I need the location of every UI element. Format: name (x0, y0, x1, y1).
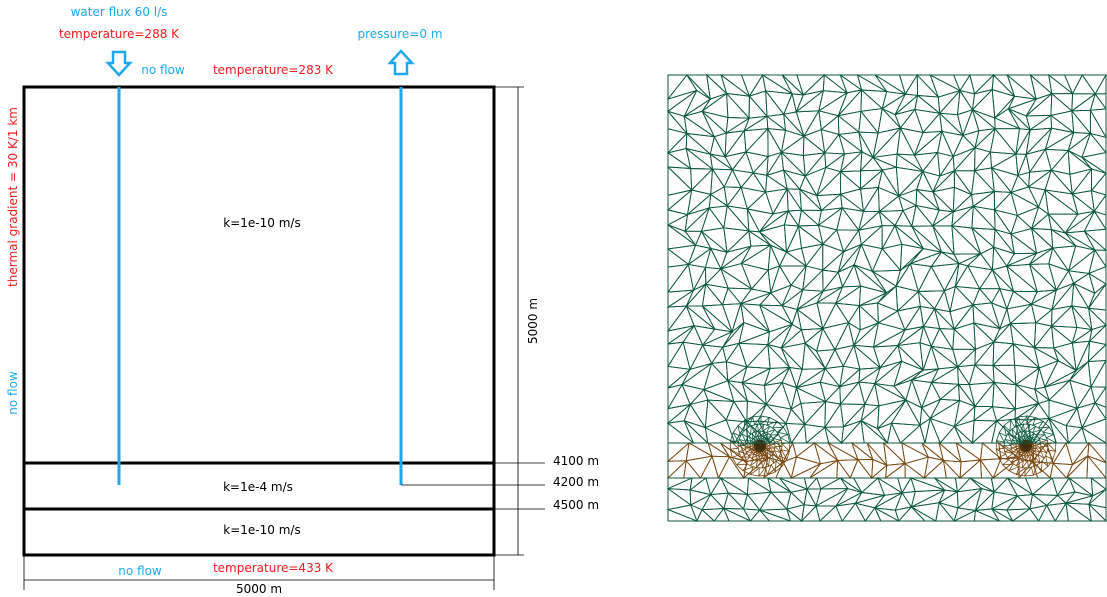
depth-4500-label: 4500 m (553, 498, 599, 512)
height-dimension-label: 5000 m (526, 298, 540, 344)
inlet-temperature-label: temperature=288 K (59, 27, 180, 41)
well-refinement-core (754, 440, 766, 452)
top-no-flow-label: no flow (141, 63, 185, 77)
aquifer-permeability: k=1e-4 m/s (223, 480, 293, 494)
depth-4200-label: 4200 m (553, 475, 599, 489)
left-no-flow-label: no flow (6, 371, 20, 415)
pressure-label: pressure=0 m (357, 27, 442, 41)
width-dimension-label: 5000 m (236, 582, 282, 596)
bottom-no-flow-label: no flow (118, 564, 162, 578)
water-flux-label: water flux 60 l/s (71, 5, 168, 19)
upper-layer-permeability: k=1e-10 m/s (223, 216, 300, 230)
domain-schematic: water flux 60 l/s temperature=288 K no f… (6, 5, 599, 596)
top-temperature-label: temperature=283 K (213, 63, 334, 77)
lower-layer-permeability: k=1e-10 m/s (223, 523, 300, 537)
finite-element-mesh (668, 75, 1107, 522)
well-refinement-core (1020, 440, 1032, 452)
thermal-gradient-label: thermal gradient = 30 K/1 km (6, 107, 20, 287)
arrow-down-icon (108, 52, 130, 75)
depth-4100-label: 4100 m (553, 454, 599, 468)
bottom-temperature-label: temperature=433 K (213, 561, 334, 575)
arrow-up-icon (390, 51, 412, 74)
